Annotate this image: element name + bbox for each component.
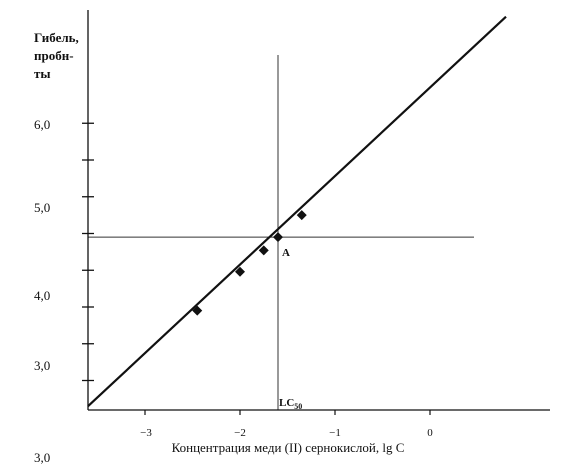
fit-line-group	[87, 15, 507, 408]
x-tick-label-minus3: −3	[140, 427, 152, 439]
y-tick-label-4: 4,0	[34, 288, 50, 303]
data-markers	[192, 210, 307, 316]
data-point-1	[192, 305, 203, 316]
x-tick-label-minus1: −1	[329, 427, 341, 439]
point-a-label: A	[282, 247, 290, 259]
y-axis-label-line-1: Гибель,	[34, 30, 79, 45]
y-axis-label-line-2: пробн-	[34, 48, 74, 63]
lc50-label-sub: 50	[294, 402, 302, 411]
x-tick-label-0: 0	[427, 427, 433, 439]
y-tick-label-5: 5,0	[34, 200, 50, 215]
y-tick-label-6: 6,0	[34, 117, 50, 132]
data-point-3	[258, 245, 269, 256]
fit-line-0	[87, 15, 507, 408]
data-point-5	[296, 210, 307, 221]
y-tick-label-3: 3,0	[34, 358, 50, 373]
reference-lines	[88, 55, 474, 410]
bottom-left-label: 3,0	[34, 450, 50, 465]
axes	[87, 10, 550, 411]
ticks	[82, 122, 431, 415]
data-point-4	[273, 232, 283, 243]
x-axis-label: Концентрация меди (II) сернокислой, lg C	[172, 440, 405, 455]
lc50-label-main: LC	[279, 397, 294, 409]
x-tick-label-minus2: −2	[234, 427, 246, 439]
data-point-2	[235, 266, 245, 277]
lc50-label: LC50	[279, 397, 302, 411]
y-axis-label-line-3: ты	[34, 66, 51, 81]
